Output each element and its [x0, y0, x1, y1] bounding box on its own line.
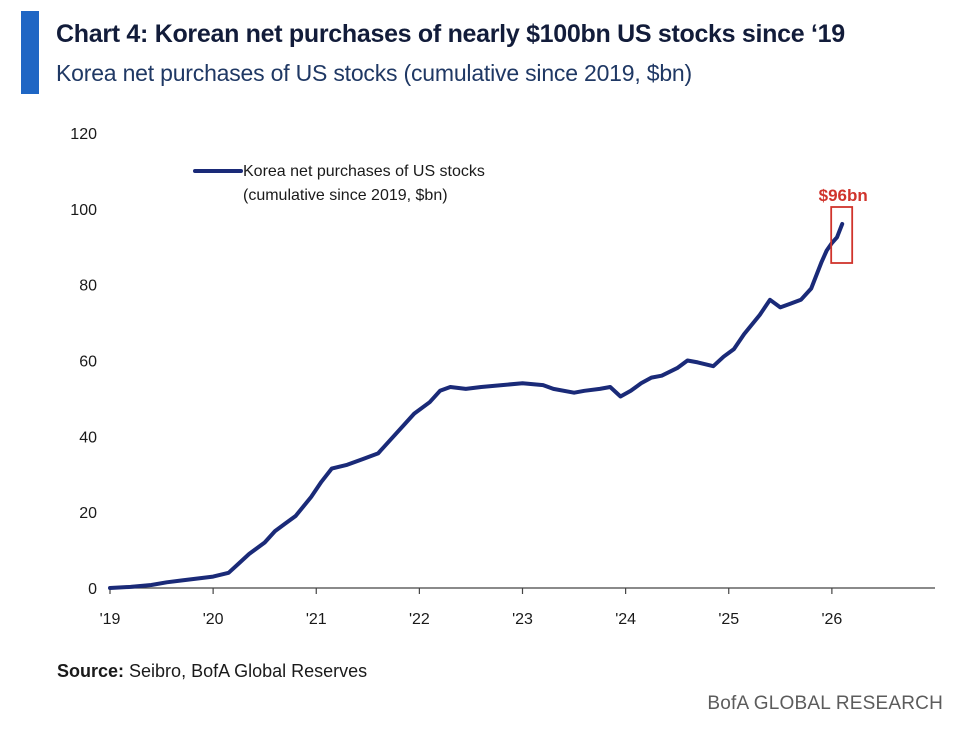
source-note: Source: Seibro, BofA Global Reserves [57, 661, 367, 682]
x-tick-label: '23 [512, 611, 533, 628]
x-tick-label: '22 [409, 611, 430, 628]
series-line [108, 222, 845, 590]
y-tick-label: 40 [79, 429, 97, 446]
legend-label-line1: Korea net purchases of US stocks [243, 163, 485, 180]
annotation-label: $96bn [819, 186, 868, 205]
legend-label: Korea net purchases of US stocks (cumula… [243, 160, 485, 208]
x-tick-label: '26 [821, 611, 842, 628]
y-tick-label: 80 [79, 278, 97, 295]
chart-title: Chart 4: Korean net purchases of nearly … [56, 20, 845, 48]
footer-brand: BofA GLOBAL RESEARCH [707, 693, 943, 714]
y-tick-label: 60 [79, 354, 97, 371]
x-tick-label: '24 [615, 611, 636, 628]
y-tick-label: 20 [79, 505, 97, 522]
source-label: Source: [57, 661, 125, 681]
chart-legend: Korea net purchases of US stocks (cumula… [193, 160, 485, 208]
x-tick-label: '25 [718, 611, 739, 628]
legend-label-line2: (cumulative since 2019, $bn) [243, 187, 448, 204]
x-tick-label: '19 [100, 611, 121, 628]
source-text: Seibro, BofA Global Reserves [124, 661, 368, 681]
y-tick-label: 100 [70, 202, 97, 219]
y-tick-label: 120 [70, 126, 97, 143]
title-accent-bar [21, 11, 39, 94]
x-tick-label: '20 [203, 611, 224, 628]
chart-subtitle: Korea net purchases of US stocks (cumula… [56, 60, 692, 86]
legend-line-swatch [193, 169, 243, 173]
annotation-highlight-box [830, 206, 854, 264]
x-tick-label: '21 [306, 611, 327, 628]
y-tick-label: 0 [88, 581, 97, 598]
